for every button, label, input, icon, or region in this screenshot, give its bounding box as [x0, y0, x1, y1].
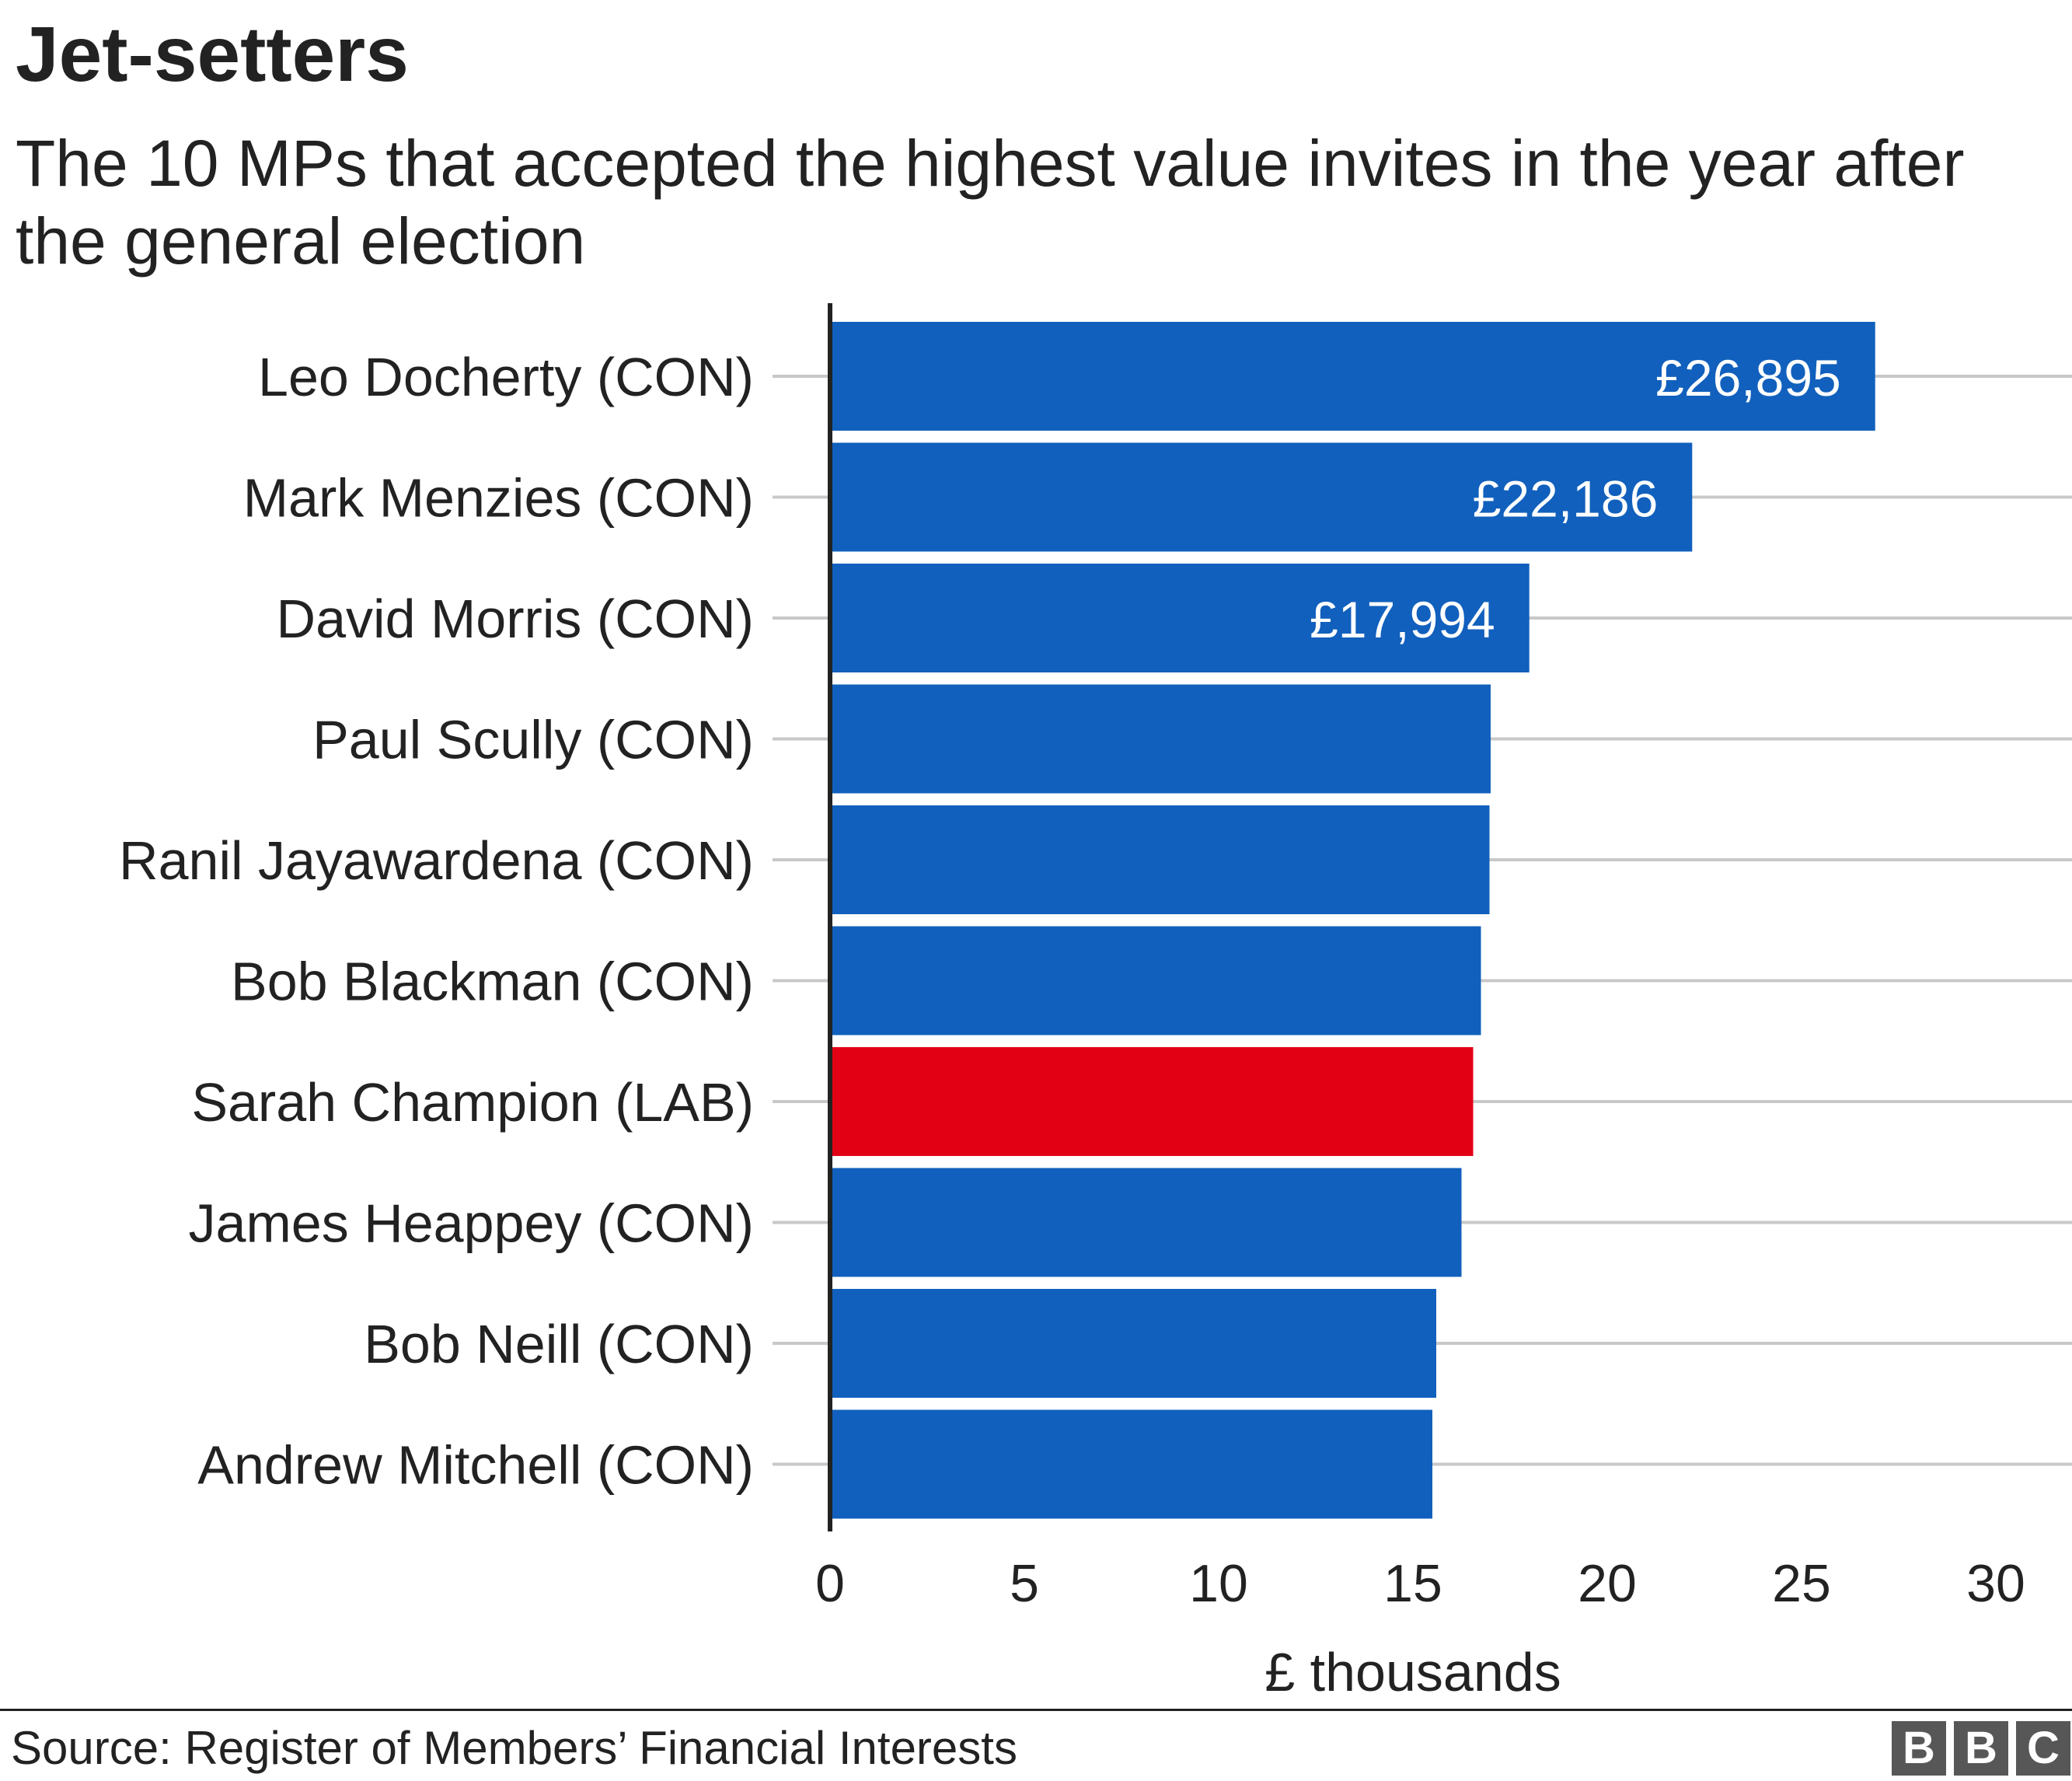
x-tick-label: 20: [1578, 1554, 1637, 1613]
category-label: Leo Docherty (CON): [258, 347, 754, 407]
x-tick-label: 0: [815, 1554, 845, 1613]
x-tick-label: 30: [1966, 1554, 2025, 1613]
data-labels: £26,895 £22,186 £17,994: [1310, 349, 1841, 648]
category-label: Bob Blackman (CON): [231, 952, 754, 1012]
category-label: James Heappey (CON): [189, 1193, 754, 1254]
data-label: £26,895: [1655, 349, 1841, 407]
bar: [830, 1168, 1462, 1277]
x-tick-label: 10: [1189, 1554, 1248, 1613]
x-axis-label: £ thousands: [1264, 1642, 1561, 1702]
bar: [830, 1047, 1474, 1156]
x-tick-label: 25: [1772, 1554, 1831, 1613]
bar: [830, 442, 1693, 552]
category-labels: Leo Docherty (CON) Mark Menzies (CON) Davi…: [119, 347, 754, 1496]
footer-divider: [0, 1709, 2072, 1711]
category-label: Sarah Champion (LAB): [191, 1072, 754, 1133]
bar: [830, 1289, 1436, 1398]
x-tick-label: 15: [1383, 1554, 1442, 1613]
bars: [830, 322, 1875, 1519]
x-tick-label: 5: [1010, 1554, 1039, 1613]
x-axis: 0 5 10 15 20 25 30 £ thousands: [815, 303, 2025, 1702]
bar: [830, 684, 1491, 794]
data-label: £22,186: [1473, 470, 1659, 528]
chart-subtitle: The 10 MPs that accepted the highest val…: [16, 127, 1965, 278]
chart-title: Jet-setters: [16, 11, 409, 98]
bbc-logo: B B C: [1892, 1721, 2070, 1776]
category-label: Andrew Mitchell (CON): [197, 1435, 754, 1496]
bbc-logo-letter: B: [1954, 1721, 2008, 1776]
category-label: Bob Neill (CON): [364, 1314, 754, 1374]
bar: [830, 564, 1530, 672]
category-label: David Morris (CON): [277, 588, 754, 649]
bar: [830, 322, 1875, 431]
data-label: £17,994: [1310, 591, 1495, 648]
source-note: Source: Register of Members’ Financial I…: [11, 1722, 1017, 1774]
category-label: Paul Scully (CON): [312, 710, 754, 770]
bar: [830, 1409, 1432, 1519]
bar: [830, 926, 1481, 1035]
category-label: Ranil Jayawardena (CON): [119, 830, 754, 891]
bar-chart: Leo Docherty (CON) Mark Menzies (CON) Davi…: [119, 303, 2072, 1702]
bar: [830, 805, 1490, 914]
bbc-logo-letter: C: [2016, 1721, 2070, 1776]
category-label: Mark Menzies (CON): [243, 468, 754, 529]
bbc-logo-letter: B: [1892, 1721, 1946, 1776]
